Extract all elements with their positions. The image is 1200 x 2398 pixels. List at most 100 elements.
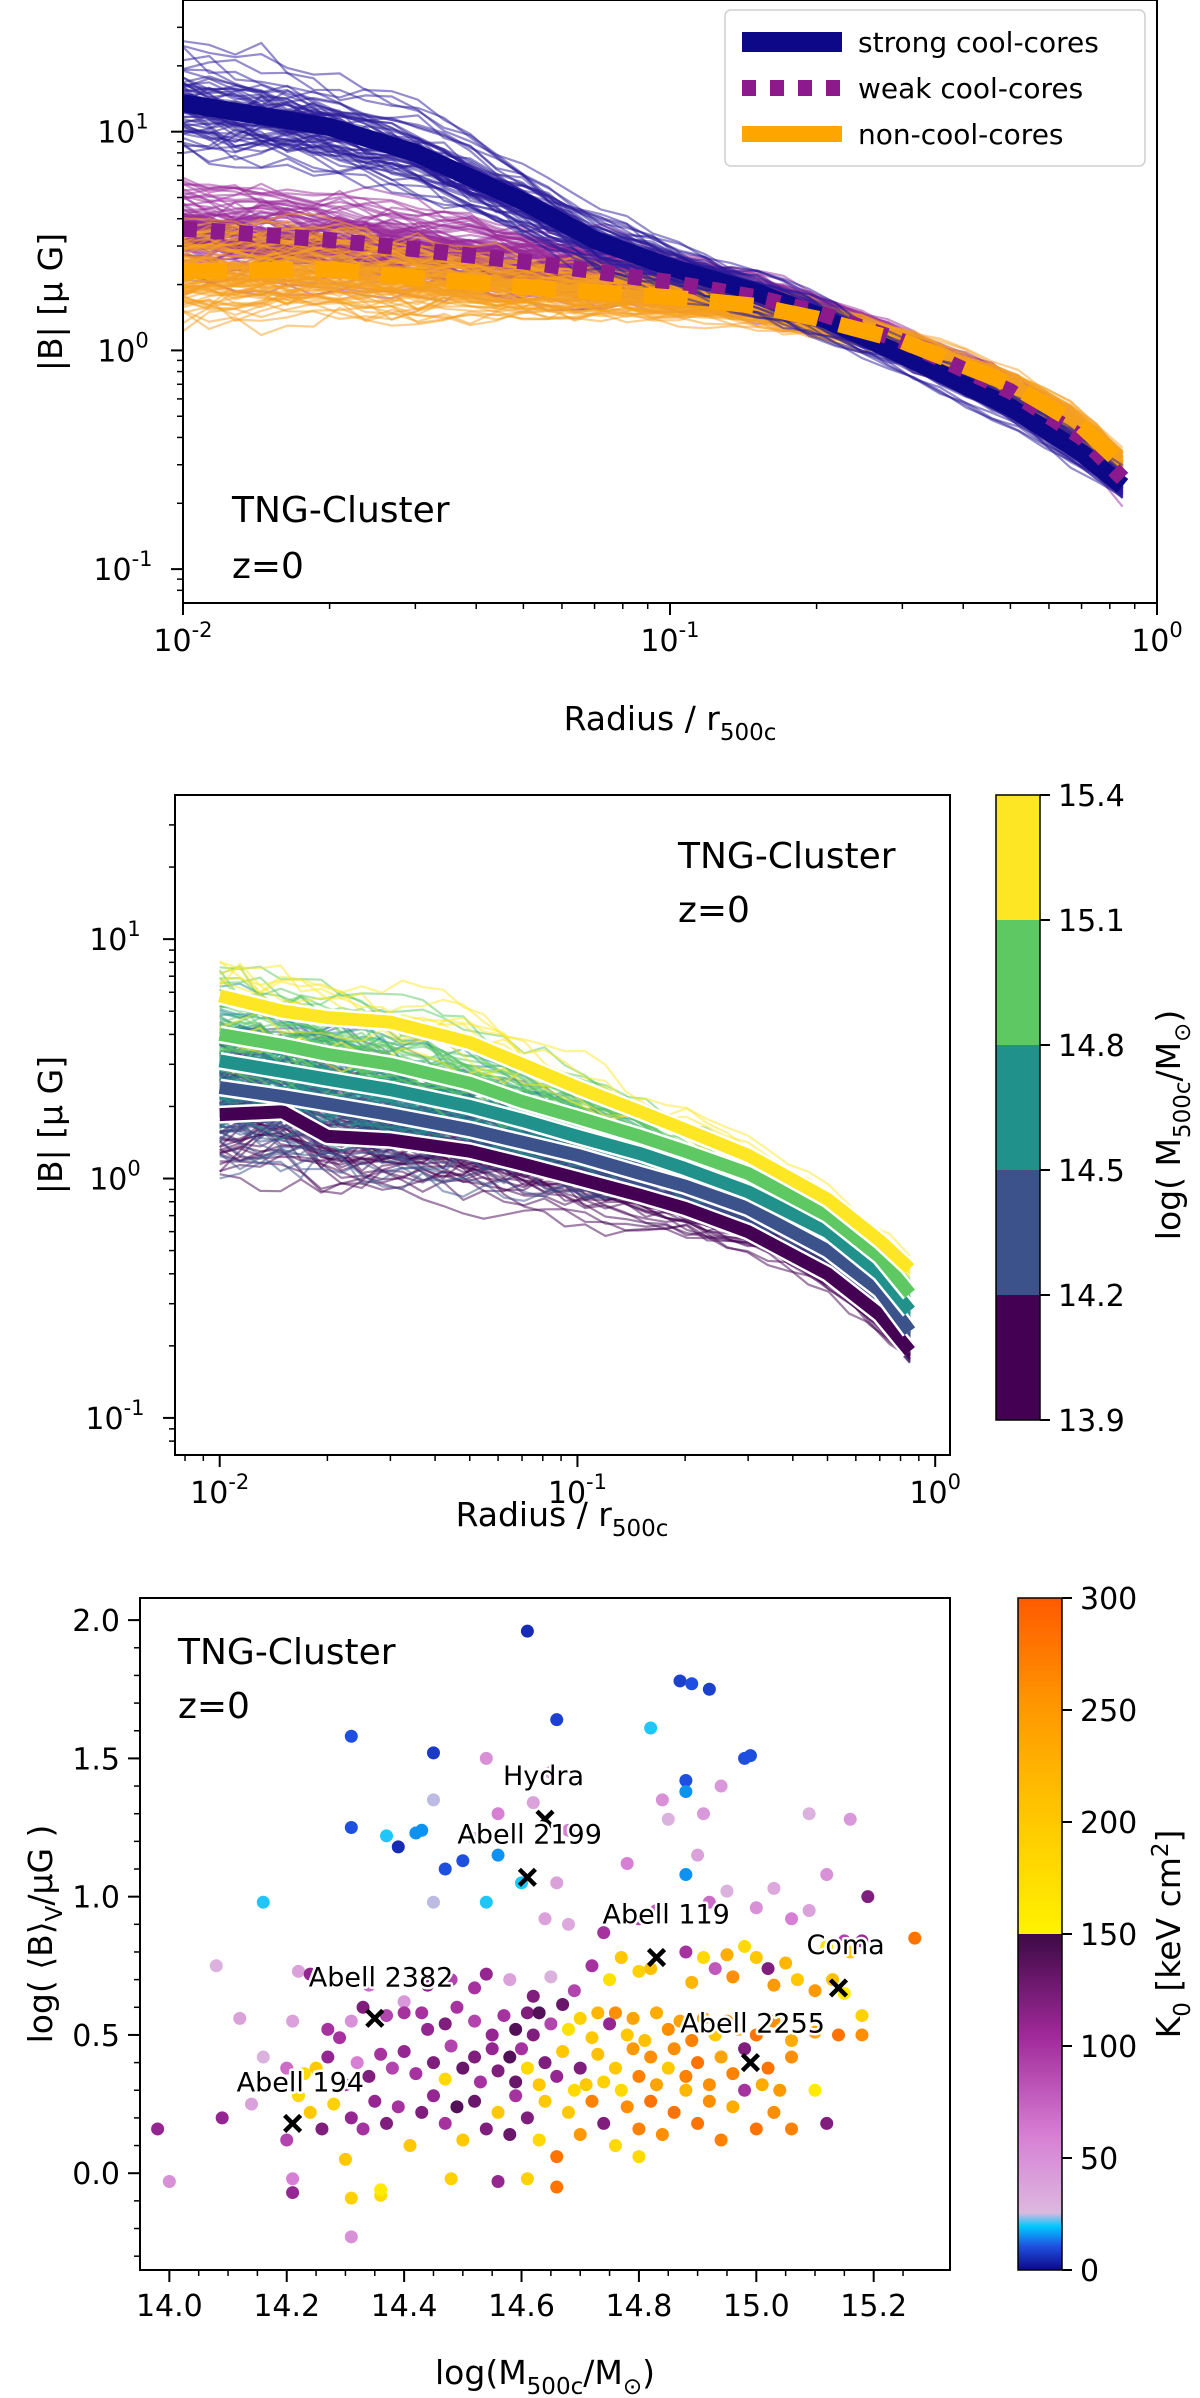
p3-point bbox=[403, 2139, 417, 2153]
p3-point bbox=[808, 2025, 822, 2039]
cb3-label-end: ] bbox=[1149, 1830, 1188, 1843]
p3-point bbox=[415, 2006, 429, 2020]
cb2-label-tail: /M bbox=[1149, 1042, 1188, 1082]
p3-point bbox=[550, 2069, 564, 2083]
p3-point bbox=[321, 2022, 335, 2036]
p3-point bbox=[256, 2050, 270, 2064]
p3-observed-marker-5 bbox=[740, 2052, 761, 2073]
p3-point bbox=[696, 2011, 710, 2025]
p3-point bbox=[544, 2017, 558, 2031]
p3-point bbox=[626, 2042, 640, 2056]
p3-point bbox=[550, 2150, 564, 2164]
p2-ylabel: |B| [μ G] bbox=[31, 1056, 70, 1194]
p1-xtick-label-1: 10-1 bbox=[640, 618, 699, 659]
p3-ylabel-tail: /μG ) bbox=[21, 1825, 60, 1906]
p2-median-13.9-14.2 bbox=[219, 1105, 915, 1356]
p3-point bbox=[456, 2061, 470, 2075]
p1-annotation-title: TNG-Cluster bbox=[231, 490, 450, 531]
panel-scatter-mass-field: 14.0 14.2 14.4 14.6 14.8 15.0 15.2 0.0 0.5 1.0 1.5… bbox=[21, 1582, 1196, 2398]
p3-point bbox=[749, 2028, 763, 2042]
p2-colorbar-label: log( M500c/M⊙) bbox=[1149, 1010, 1196, 1240]
cb3-tick-label-5: 250 bbox=[1080, 1694, 1137, 1729]
cb2-segment-4 bbox=[996, 795, 1040, 920]
p3-point bbox=[608, 2006, 622, 2020]
p3-point bbox=[831, 2028, 845, 2042]
p3-point bbox=[855, 2028, 869, 2042]
p1-ytick-exp-0: -1 bbox=[132, 547, 153, 571]
p3-point bbox=[485, 2028, 499, 2042]
p3-point bbox=[491, 1848, 505, 1862]
p3-observed-marker-2 bbox=[646, 1947, 667, 1968]
p3-point bbox=[585, 1959, 599, 1973]
p3-point bbox=[315, 2122, 329, 2136]
p3-point bbox=[755, 2078, 769, 2092]
cb3-tick-label-2: 100 bbox=[1080, 2030, 1137, 2065]
p3-point bbox=[608, 2061, 622, 2075]
p3-point bbox=[749, 2122, 763, 2136]
p1-xtick-label-2: 100 bbox=[1131, 618, 1183, 659]
p3-point bbox=[785, 2122, 799, 2136]
p3-point bbox=[679, 1785, 693, 1799]
p3-point bbox=[820, 1939, 834, 1953]
p3-point bbox=[550, 2180, 564, 2194]
p3-point bbox=[820, 2116, 834, 2130]
p3-point bbox=[297, 2067, 311, 2081]
cb2-label-main: log( M bbox=[1149, 1138, 1188, 1240]
p3-point bbox=[426, 2056, 440, 2070]
p3-point bbox=[785, 2050, 799, 2064]
p1-ylabel: |B| [μ G] bbox=[31, 233, 70, 371]
p3-point bbox=[650, 2078, 664, 2092]
p3-point bbox=[908, 1931, 922, 1945]
p3-point bbox=[444, 1973, 458, 1987]
p2-xtick-exp-2: 0 bbox=[948, 1470, 961, 1494]
p1-ytick-exp-1: 0 bbox=[135, 328, 148, 352]
p3-point bbox=[591, 2006, 605, 2020]
p3-point bbox=[679, 1868, 693, 1882]
p3-point bbox=[526, 2028, 540, 2042]
p3-point bbox=[708, 2028, 722, 2042]
p3-point bbox=[426, 2089, 440, 2103]
p1-xtick-exp-1: -1 bbox=[679, 618, 700, 642]
p3-point bbox=[585, 2031, 599, 2045]
p3-point bbox=[438, 2072, 452, 2086]
p3-xtick-label-3: 14.6 bbox=[488, 2289, 555, 2324]
p3-point bbox=[338, 2152, 352, 2166]
p3-xtick-label-0: 14.0 bbox=[136, 2289, 203, 2324]
p3-point bbox=[608, 2139, 622, 2153]
p3-point bbox=[162, 2175, 176, 2189]
p3-point bbox=[344, 1729, 358, 1743]
p3-point bbox=[532, 2006, 546, 2020]
p3-point bbox=[338, 2078, 352, 2092]
p3-point bbox=[468, 2050, 482, 2064]
p3-point bbox=[738, 2042, 752, 2056]
p3-point bbox=[767, 1978, 781, 1992]
p3-point bbox=[532, 2078, 546, 2092]
p3-point bbox=[855, 1934, 869, 1948]
p3-observed-marker-6 bbox=[283, 2113, 303, 2134]
p3-point bbox=[468, 2014, 482, 2028]
p2-xtick-label-2: 100 bbox=[909, 1470, 961, 1511]
p3-ylabel: log( ⟨B⟩V/μG ) bbox=[21, 1825, 68, 2044]
p3-point bbox=[491, 2105, 505, 2119]
p1-median-dashed bbox=[183, 261, 1129, 471]
p3-point bbox=[720, 1884, 734, 1898]
p1-xtick-base-1: 10 bbox=[640, 624, 678, 659]
p3-point bbox=[438, 2017, 452, 2031]
p3-observed-label-5: Abell 2255 bbox=[680, 2009, 825, 2040]
p3-point bbox=[344, 2111, 358, 2125]
p3-point bbox=[421, 2022, 435, 2036]
p2-ytick-exp-1: 0 bbox=[127, 1157, 140, 1181]
p1-median-lines bbox=[183, 94, 1129, 494]
cb2-tick-label-2: 14.5 bbox=[1058, 1154, 1125, 1189]
p3-point bbox=[532, 2133, 546, 2147]
p3-point bbox=[409, 2067, 423, 2081]
p3-point bbox=[280, 2133, 294, 2147]
p2-median-14.8-15.1 bbox=[218, 1027, 915, 1298]
p3-point bbox=[362, 1978, 376, 1992]
p3-point bbox=[245, 2097, 259, 2111]
p3-point bbox=[526, 1989, 540, 2003]
p2-annotation-title: TNG-Cluster bbox=[677, 836, 896, 877]
